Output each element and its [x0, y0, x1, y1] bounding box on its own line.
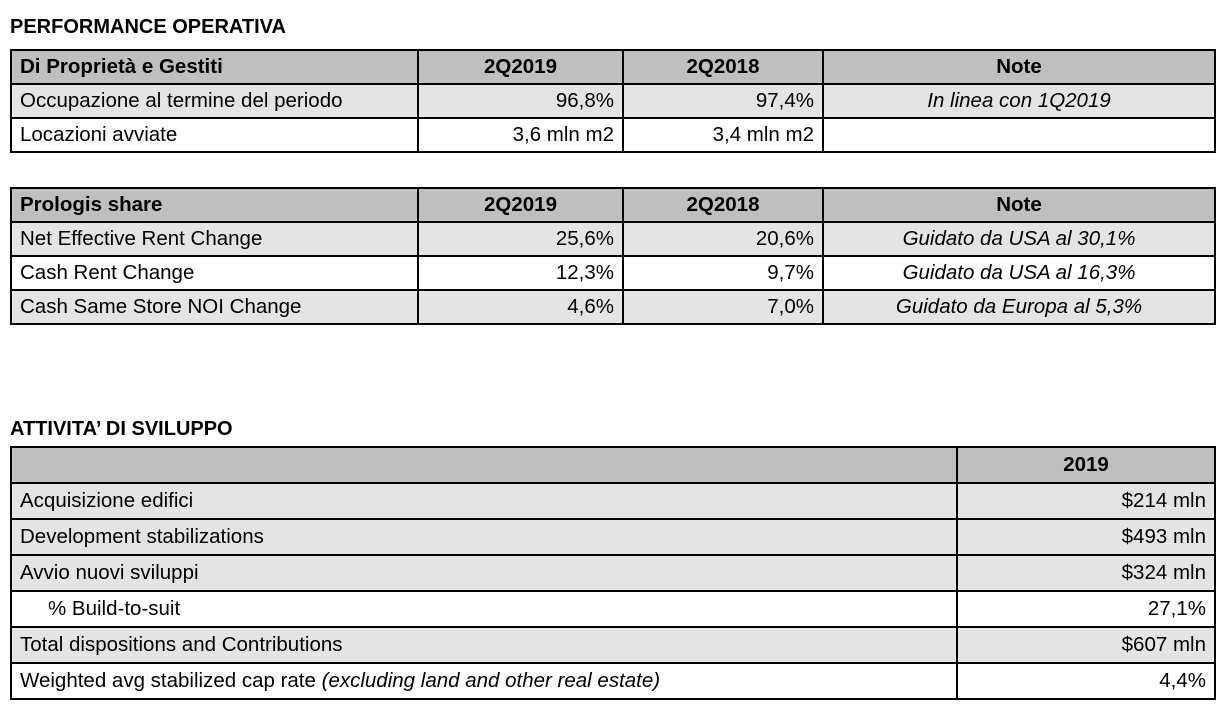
cell-note: Guidato da USA al 16,3%	[822, 255, 1216, 291]
row-label-note: (excluding land and other real estate)	[321, 669, 661, 692]
row-label: % Build-to-suit	[10, 590, 958, 628]
cell-value: $493 mln	[956, 518, 1216, 556]
table-row: % Build-to-suit 27,1%	[10, 590, 1216, 628]
cell-value: 4,6%	[417, 289, 624, 325]
row-label-text: Weighted avg stabilized cap rate	[20, 669, 316, 692]
table-row: Avvio nuovi sviluppi $324 mln	[10, 554, 1216, 592]
table-row: Cash Same Store NOI Change 4,6% 7,0% Gui…	[10, 289, 1216, 325]
row-label: Net Effective Rent Change	[10, 221, 419, 257]
table-row: Net Effective Rent Change 25,6% 20,6% Gu…	[10, 221, 1216, 257]
row-label: Avvio nuovi sviluppi	[10, 554, 958, 592]
cell-value: 96,8%	[417, 83, 624, 119]
row-label: Total dispositions and Contributions	[10, 626, 958, 664]
table-row: Weighted avg stabilized cap rate (exclud…	[10, 662, 1216, 700]
table-row: Development stabilizations $493 mln	[10, 518, 1216, 556]
cell-note: In linea con 1Q2019	[822, 83, 1216, 119]
owned-managed-table: Di Proprietà e Gestiti 2Q2019 2Q2018 Not…	[10, 49, 1216, 153]
cell-value: 20,6%	[622, 221, 824, 257]
cell-value: 3,6 mln m2	[417, 117, 624, 153]
cell-note: Guidato da USA al 30,1%	[822, 221, 1216, 257]
column-header: Note	[822, 49, 1216, 85]
table-header-row: 2019	[10, 446, 1216, 484]
column-header: 2Q2019	[417, 187, 624, 223]
column-header: Note	[822, 187, 1216, 223]
column-header: 2Q2019	[417, 49, 624, 85]
table-row: Total dispositions and Contributions $60…	[10, 626, 1216, 664]
row-label: Locazioni avviate	[10, 117, 419, 153]
column-header: 2019	[956, 446, 1216, 484]
table-row: Acquisizione edifici $214 mln	[10, 482, 1216, 520]
cell-value: $214 mln	[956, 482, 1216, 520]
row-label: Cash Rent Change	[10, 255, 419, 291]
column-header: 2Q2018	[622, 49, 824, 85]
cell-value: 3,4 mln m2	[622, 117, 824, 153]
cell-value: 12,3%	[417, 255, 624, 291]
cell-value: 27,1%	[956, 590, 1216, 628]
cell-value: 7,0%	[622, 289, 824, 325]
cell-value: 97,4%	[622, 83, 824, 119]
column-header: Prologis share	[10, 187, 419, 223]
row-label: Occupazione al termine del periodo	[10, 83, 419, 119]
prologis-share-table: Prologis share 2Q2019 2Q2018 Note Net Ef…	[10, 187, 1216, 325]
row-label: Weighted avg stabilized cap rate (exclud…	[10, 662, 958, 700]
row-label: Acquisizione edifici	[10, 482, 958, 520]
section-title-development: ATTIVITA’ DI SVILUPPO	[10, 418, 233, 440]
cell-note: Guidato da Europa al 5,3%	[822, 289, 1216, 325]
table-header-row: Prologis share 2Q2019 2Q2018 Note	[10, 187, 1216, 223]
table-header-row: Di Proprietà e Gestiti 2Q2019 2Q2018 Not…	[10, 49, 1216, 85]
section-title-performance: PERFORMANCE OPERATIVA	[10, 16, 286, 38]
column-header	[10, 446, 958, 484]
row-label: Development stabilizations	[10, 518, 958, 556]
column-header: 2Q2018	[622, 187, 824, 223]
row-label: Cash Same Store NOI Change	[10, 289, 419, 325]
table-row: Locazioni avviate 3,6 mln m2 3,4 mln m2	[10, 117, 1216, 153]
development-table: 2019 Acquisizione edifici $214 mln Devel…	[10, 446, 1216, 700]
cell-value: 25,6%	[417, 221, 624, 257]
column-header: Di Proprietà e Gestiti	[10, 49, 419, 85]
table-row: Occupazione al termine del periodo 96,8%…	[10, 83, 1216, 119]
cell-value: 4,4%	[956, 662, 1216, 700]
table-row: Cash Rent Change 12,3% 9,7% Guidato da U…	[10, 255, 1216, 291]
cell-value: $324 mln	[956, 554, 1216, 592]
cell-note	[822, 117, 1216, 153]
cell-value: $607 mln	[956, 626, 1216, 664]
cell-value: 9,7%	[622, 255, 824, 291]
